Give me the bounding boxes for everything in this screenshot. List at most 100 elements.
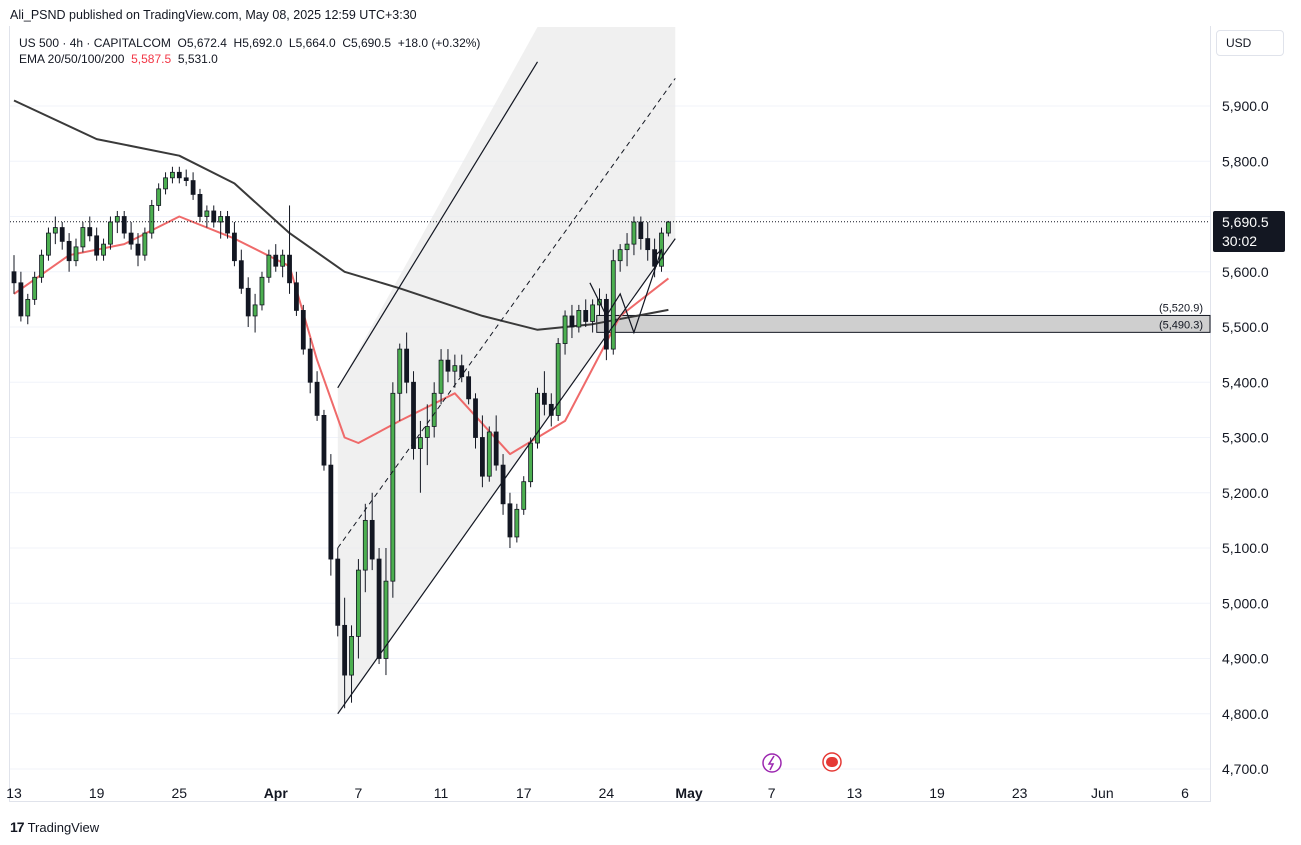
candle-body	[445, 359, 451, 372]
candle	[59, 222, 65, 250]
candle	[349, 625, 354, 703]
candle	[356, 559, 361, 659]
candle-body	[500, 464, 506, 505]
projection-path	[589, 249, 663, 335]
x-axis-tick-label: 13	[6, 785, 22, 801]
candle-body	[46, 232, 51, 256]
y-axis-tick-label: 5,300.0	[1222, 430, 1269, 446]
candle	[376, 548, 382, 665]
projection-arrow-icon	[653, 248, 664, 260]
candle-body	[87, 227, 93, 237]
candle-body	[335, 558, 341, 626]
candle-body	[170, 171, 175, 179]
candle-body	[617, 249, 623, 262]
candle	[300, 304, 306, 355]
y-axis-tick-label: 4,900.0	[1222, 651, 1269, 667]
candle	[80, 222, 86, 253]
candle	[73, 238, 79, 267]
last-price-value: 5,690.5	[1222, 214, 1269, 230]
candle-body	[541, 392, 547, 405]
candle-body	[59, 227, 65, 242]
earnings-event-icon[interactable]	[762, 753, 782, 773]
legend-high: H5,692.0	[233, 36, 283, 50]
candle	[307, 338, 313, 394]
candle-body	[528, 442, 534, 483]
candle-body	[411, 381, 416, 449]
x-axis-tick-label: 23	[1012, 785, 1028, 801]
candle-body	[562, 315, 568, 344]
legend-ema-label[interactable]: EMA 20/50/100/200	[19, 52, 125, 66]
x-axis-tick-label: 7	[768, 785, 776, 801]
candle-body	[245, 287, 251, 317]
tradingview-logo[interactable]: 17 TradingView	[10, 819, 99, 835]
x-axis-tick-label: May	[675, 785, 702, 801]
candle	[156, 183, 162, 211]
candle	[46, 227, 51, 261]
x-axis-tick-label: 24	[599, 785, 615, 801]
y-axis-tick-label: 5,100.0	[1222, 540, 1269, 556]
candle	[535, 387, 540, 449]
candle-body	[583, 310, 589, 322]
candle	[452, 354, 458, 388]
candle	[541, 371, 547, 416]
candle-body	[80, 227, 86, 248]
chart-legend: US 500 · 4h · CAPITALCOM O5,672.4 H5,692…	[19, 35, 480, 67]
candle	[52, 216, 58, 245]
candle	[590, 299, 596, 333]
candle	[493, 415, 499, 471]
x-axis-tick-label: Apr	[264, 785, 289, 801]
candle	[252, 293, 258, 333]
candle-body	[514, 508, 520, 538]
candle	[397, 343, 403, 421]
currency-button[interactable]: USD	[1216, 30, 1284, 56]
candle-body	[466, 376, 472, 400]
candle	[114, 210, 120, 234]
candle-body	[356, 569, 361, 637]
candle	[225, 210, 230, 239]
lightning-icon	[767, 755, 775, 771]
candle-body	[176, 171, 182, 179]
candle-body	[473, 398, 478, 438]
candle	[328, 454, 334, 576]
candle-body	[555, 343, 561, 416]
candle	[108, 216, 113, 250]
support-zone-bottom-label: (5,490.3)	[1159, 319, 1203, 331]
candle-body	[114, 216, 120, 223]
tradingview-logo-text: TradingView	[27, 819, 100, 835]
candle	[507, 492, 513, 548]
candle	[101, 238, 106, 261]
candle-body	[294, 282, 299, 311]
legend-symbol[interactable]: US 500 · 4h · CAPITALCOM	[19, 36, 171, 50]
candle	[25, 293, 31, 325]
candle-body	[108, 221, 113, 245]
candle-body	[94, 235, 100, 256]
candle	[342, 597, 348, 709]
x-axis-tick-label: 19	[89, 785, 105, 801]
candle	[514, 503, 520, 543]
candle-body	[383, 580, 389, 659]
chart-pane[interactable]	[9, 26, 1211, 802]
candle-body	[273, 254, 279, 267]
candle-body	[307, 348, 313, 383]
candle	[617, 244, 623, 272]
legend-ema200-value: 5,531.0	[177, 52, 218, 66]
candle-body	[590, 304, 596, 322]
candle-body	[232, 232, 237, 262]
legend-low: L5,664.0	[288, 36, 336, 50]
legend-ohlc-line: US 500 · 4h · CAPITALCOM O5,672.4 H5,692…	[19, 35, 480, 51]
candle	[459, 354, 465, 383]
candle	[466, 371, 472, 405]
candle	[94, 227, 100, 261]
candle-body	[535, 392, 540, 444]
candle	[390, 382, 396, 598]
candle-body	[349, 636, 354, 676]
y-axis-tick-label: 4,800.0	[1222, 706, 1269, 722]
candle	[479, 415, 485, 488]
candle	[121, 210, 127, 239]
candle-body	[287, 254, 292, 284]
x-axis-tick-label: 7	[355, 785, 363, 801]
candle-body	[190, 180, 196, 195]
channel-upper-line	[337, 61, 539, 389]
legend-ema20-value: 5,587.5	[131, 52, 172, 66]
